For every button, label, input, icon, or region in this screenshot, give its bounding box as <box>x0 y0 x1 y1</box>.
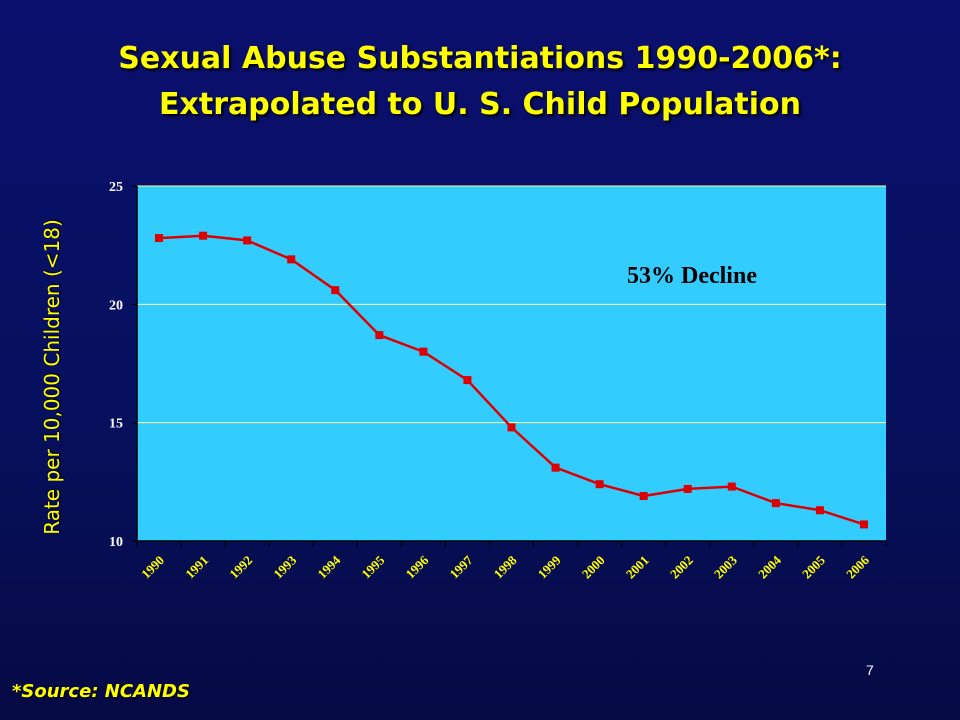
x-tick-label: 1990 <box>138 553 167 582</box>
y-tick-labels: 10 15 20 25 <box>109 180 123 550</box>
source-footnote: *Source: NCANDS <box>12 681 190 702</box>
data-point <box>507 423 516 432</box>
data-point <box>771 499 780 508</box>
y-tick-label: 10 <box>109 535 123 550</box>
x-tick-label: 1993 <box>270 552 299 581</box>
x-tick-label: 1994 <box>314 552 343 581</box>
data-point <box>463 376 472 385</box>
title-line-2: Extrapolated to U. S. Child Population <box>159 87 801 122</box>
x-tick-label: 2005 <box>799 552 828 581</box>
x-tick-label: 1996 <box>403 552 432 581</box>
data-point <box>331 286 340 295</box>
data-point <box>419 347 428 356</box>
x-tick-label: 2001 <box>623 553 652 582</box>
x-tick-label: 2002 <box>667 553 696 582</box>
x-tick-label: 1999 <box>535 552 564 581</box>
x-tick-label: 2000 <box>579 553 608 582</box>
x-tick-labels: 1990 1991 1992 1993 1994 1995 1996 1997 1998 1999… <box>138 552 872 581</box>
data-point <box>727 482 736 491</box>
decline-annotation: 53% Decline <box>627 263 757 289</box>
data-point <box>287 255 296 264</box>
data-point <box>551 463 560 472</box>
slide-number: 7 <box>866 662 874 678</box>
data-point <box>375 331 384 340</box>
x-tick-label: 1998 <box>491 552 520 581</box>
y-tick-label: 25 <box>109 180 123 195</box>
slide-title: Sexual Abuse Substantiations 1990-2006*:… <box>0 36 960 128</box>
data-point <box>683 484 692 493</box>
x-tick-label: 2004 <box>755 552 784 581</box>
data-point <box>199 231 208 240</box>
data-point <box>859 520 868 529</box>
x-tick-label: 1991 <box>182 553 211 582</box>
x-tick-label: 2006 <box>843 552 872 581</box>
data-point <box>155 234 164 243</box>
plot-area <box>137 186 886 541</box>
y-tick-label: 15 <box>109 417 123 432</box>
x-tick-label: 1995 <box>358 552 387 581</box>
x-tick-label: 1992 <box>226 553 255 582</box>
x-tick-label: 2003 <box>711 552 740 581</box>
title-line-1: Sexual Abuse Substantiations 1990-2006*: <box>118 41 842 76</box>
axes <box>132 185 887 547</box>
data-point <box>639 492 648 501</box>
y-tick-label: 20 <box>109 298 123 313</box>
series-points <box>155 231 868 529</box>
data-point <box>243 236 252 245</box>
gridlines <box>137 185 886 424</box>
x-tick-label: 1997 <box>447 552 476 581</box>
data-point <box>595 480 604 489</box>
data-point <box>815 506 824 515</box>
